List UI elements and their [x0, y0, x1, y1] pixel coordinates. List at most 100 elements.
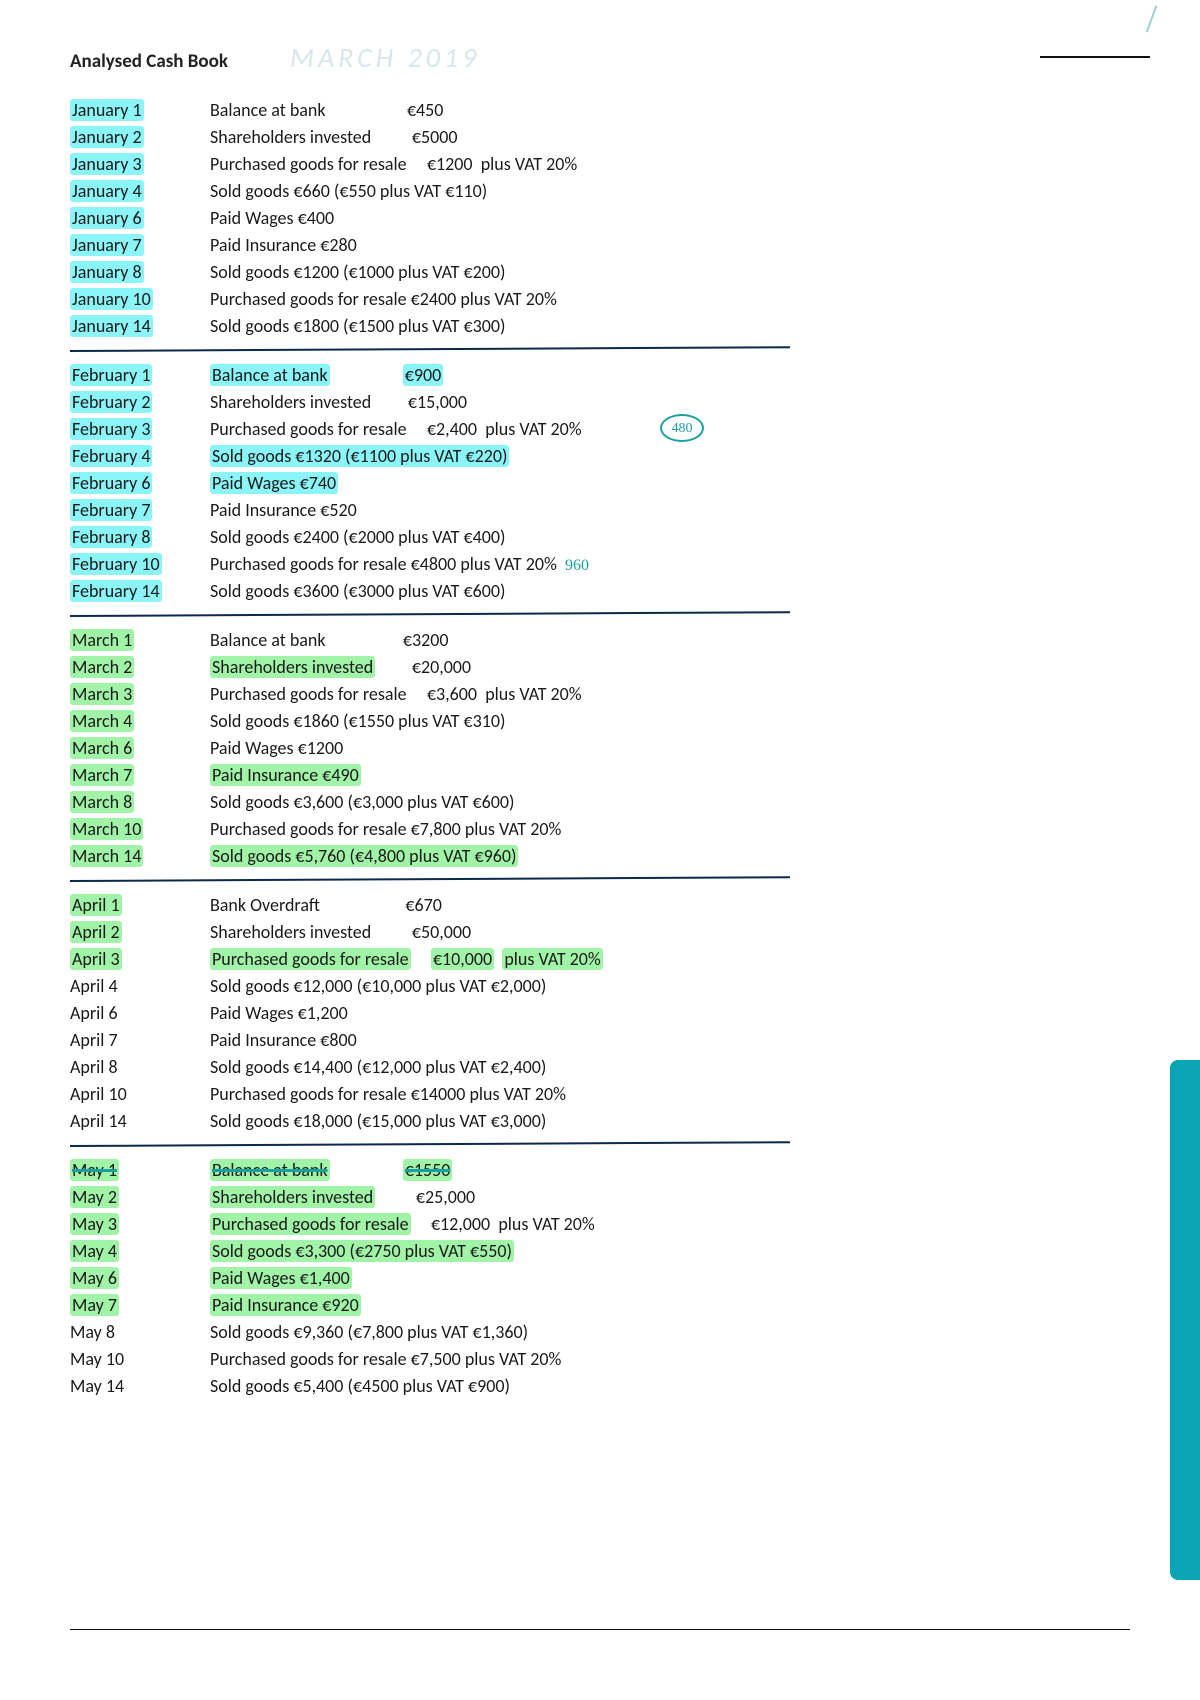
entry-text: Sold goods €18,000 (€15,000 plus VAT €3,… — [210, 1108, 1130, 1135]
entry-text: Paid Wages €400 — [210, 205, 1130, 232]
entry-text: Bank Overdraft €670 — [210, 892, 1130, 919]
date-cell: February 14 — [70, 580, 162, 602]
entry-text: Paid Wages €1200 — [210, 735, 1130, 762]
month-april: April 1Bank Overdraft €670 April 2Shareh… — [70, 892, 1130, 1135]
entry-text: Balance at bank €1550 — [210, 1157, 1130, 1184]
date-cell: March 2 — [70, 656, 134, 678]
handwritten-annotation: 480 — [660, 414, 704, 442]
date-cell: April 3 — [70, 948, 122, 970]
date-cell: February 10 — [70, 553, 162, 575]
date-cell: April 10 — [70, 1081, 210, 1108]
entry-text: Shareholders invested €5000 — [210, 124, 1130, 151]
entry-text: Paid Wages €740 — [210, 470, 1130, 497]
date-cell: February 8 — [70, 526, 152, 548]
entry-text: Purchased goods for resale €4800 plus VA… — [210, 551, 1130, 578]
section-divider — [70, 346, 790, 352]
entry-text: Sold goods €1200 (€1000 plus VAT €200) — [210, 259, 1130, 286]
entry-text: Purchased goods for resale €14000 plus V… — [210, 1081, 1130, 1108]
date-cell: January 14 — [70, 315, 153, 337]
date-cell: April 8 — [70, 1054, 210, 1081]
entry-text: Shareholders invested €25,000 — [210, 1184, 1130, 1211]
month-may: May 1 Balance at bank €1550 May 2 Shareho… — [70, 1157, 1130, 1400]
entry-text: Purchased goods for resale €1200 plus VA… — [210, 151, 1130, 178]
entry-text: Sold goods €1860 (€1550 plus VAT €310) — [210, 708, 1130, 735]
entry-text: Sold goods €2400 (€2000 plus VAT €400) — [210, 524, 1130, 551]
date-cell: January 2 — [70, 126, 144, 148]
entry-text: Purchased goods for resale €7,800 plus V… — [210, 816, 1130, 843]
date-cell: February 1 — [70, 364, 152, 386]
date-cell: April 1 — [70, 894, 122, 916]
entry-text: Sold goods €12,000 (€10,000 plus VAT €2,… — [210, 973, 1130, 1000]
entry-text: Paid Insurance €920 — [210, 1292, 1130, 1319]
handwritten-annotation: 960 — [565, 557, 589, 574]
date-cell: April 6 — [70, 1000, 210, 1027]
entry-text: Purchased goods for resale €10,000 plus … — [210, 946, 1130, 973]
entry-text: Balance at bank €450 — [210, 97, 1130, 124]
date-cell: April 14 — [70, 1108, 210, 1135]
entry-text: Sold goods €3600 (€3000 plus VAT €600) — [210, 578, 1130, 605]
date-cell: May 14 — [70, 1373, 210, 1400]
date-cell: February 2 — [70, 391, 152, 413]
date-cell: March 6 — [70, 737, 134, 759]
page-container: MARCH 2019 Analysed Cash Book January 1 B… — [0, 0, 1200, 1460]
date-cell: March 7 — [70, 764, 134, 786]
watermark-heading: MARCH 2019 — [290, 40, 480, 75]
entry-text: Purchased goods for resale €2400 plus VA… — [210, 286, 1130, 313]
date-cell: May 2 — [70, 1186, 119, 1208]
entry-text: Shareholders invested €15,000 — [210, 389, 1130, 416]
entry-text: Paid Wages €1,400 — [210, 1265, 1130, 1292]
month-february: February 1 Balance at bank €900 February … — [70, 362, 1130, 605]
entry-text: Sold goods €660 (€550 plus VAT €110) — [210, 178, 1130, 205]
month-january: January 1 Balance at bank €450 January 2 S… — [70, 97, 1130, 340]
date-cell: May 6 — [70, 1267, 119, 1289]
date-cell: February 7 — [70, 499, 152, 521]
entry-text: Sold goods €1800 (€1500 plus VAT €300) — [210, 313, 1130, 340]
entry-text: Paid Insurance €520 — [210, 497, 1130, 524]
entry-text: Balance at bank €900 — [210, 362, 1130, 389]
date-cell: March 8 — [70, 791, 134, 813]
entry-text: Sold goods €1320 (€1100 plus VAT €220) — [210, 443, 1130, 470]
entry-text: Paid Insurance €490 — [210, 762, 1130, 789]
entry-text: Shareholders invested €20,000 — [210, 654, 1130, 681]
entry-text: Purchased goods for resale €7,500 plus V… — [210, 1346, 1130, 1373]
date-cell: January 3 — [70, 153, 144, 175]
entry-text: Sold goods €5,760 (€4,800 plus VAT €960) — [210, 843, 1130, 870]
date-cell: May 4 — [70, 1240, 119, 1262]
page-edge-tab — [1170, 1060, 1200, 1580]
entry-text: Balance at bank €3200 — [210, 627, 1130, 654]
page-title: Analysed Cash Book — [70, 50, 1130, 73]
date-cell: January 1 — [70, 99, 144, 121]
date-cell: April 7 — [70, 1027, 210, 1054]
footer-rule — [70, 1629, 1130, 1630]
date-cell: February 6 — [70, 472, 152, 494]
date-cell: May 7 — [70, 1294, 119, 1316]
date-cell-struck: May 1 — [70, 1159, 119, 1181]
entry-text: Sold goods €3,600 (€3,000 plus VAT €600) — [210, 789, 1130, 816]
date-cell: January 7 — [70, 234, 144, 256]
date-cell: May 10 — [70, 1346, 210, 1373]
date-cell: March 14 — [70, 845, 143, 867]
date-cell: March 4 — [70, 710, 134, 732]
entry-text: Paid Insurance €280 — [210, 232, 1130, 259]
date-cell: March 3 — [70, 683, 134, 705]
entry-text: Sold goods €3,300 (€2750 plus VAT €550) — [210, 1238, 1130, 1265]
section-divider — [70, 1141, 790, 1147]
date-cell: May 8 — [70, 1319, 210, 1346]
entry-text: Purchased goods for resale €12,000 plus … — [210, 1211, 1130, 1238]
entry-text: Purchased goods for resale €3,600 plus V… — [210, 681, 1130, 708]
entry-text: Sold goods €14,400 (€12,000 plus VAT €2,… — [210, 1054, 1130, 1081]
date-cell: May 3 — [70, 1213, 119, 1235]
entry-text: Sold goods €5,400 (€4500 plus VAT €900) — [210, 1373, 1130, 1400]
date-cell: April 4 — [70, 973, 210, 1000]
date-cell: March 1 — [70, 629, 134, 651]
entry-text: Paid Insurance €800 — [210, 1027, 1130, 1054]
section-divider — [70, 876, 790, 882]
date-cell: January 8 — [70, 261, 144, 283]
date-cell: February 3 — [70, 418, 152, 440]
date-cell: April 2 — [70, 921, 122, 943]
date-cell: February 4 — [70, 445, 152, 467]
date-cell: March 10 — [70, 818, 143, 840]
date-cell: January 6 — [70, 207, 144, 229]
date-cell: January 4 — [70, 180, 144, 202]
month-march: March 1 Balance at bank €3200 March 2 Shar… — [70, 627, 1130, 870]
